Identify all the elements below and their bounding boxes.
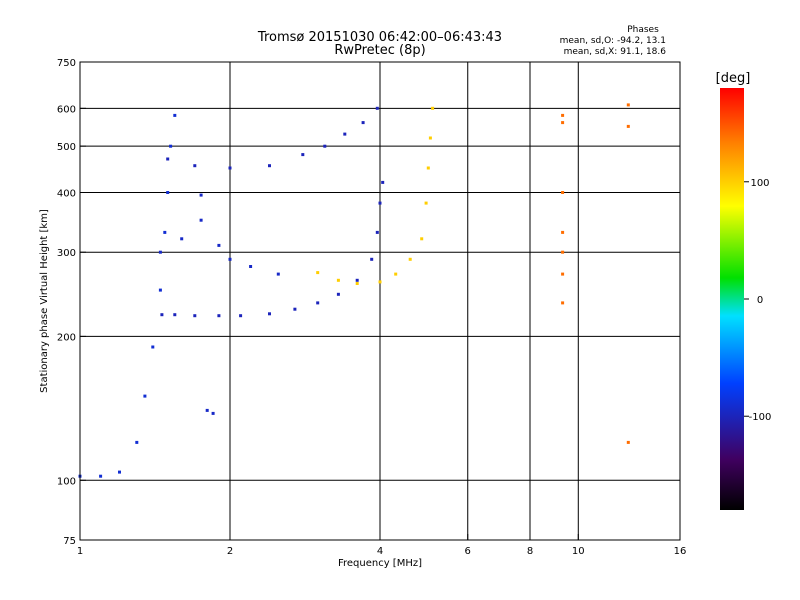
y-tick-label: 500 <box>57 142 76 153</box>
y-tick-label: 200 <box>57 332 76 343</box>
x-tick-label: 4 <box>377 546 383 557</box>
data-point <box>626 124 630 128</box>
data-point <box>301 153 305 157</box>
data-point <box>378 280 382 284</box>
data-point <box>239 314 243 318</box>
colorbar-label: [deg] <box>716 71 751 86</box>
data-point <box>169 144 173 148</box>
data-point <box>343 132 347 136</box>
data-point <box>370 257 374 261</box>
data-point <box>173 113 177 117</box>
y-tick-label: 75 <box>63 536 76 547</box>
y-tick-label: 600 <box>57 104 76 115</box>
y-axis-ticks: 75 100 200 300 400 500 600 750 <box>57 58 86 547</box>
data-point <box>99 474 103 478</box>
y-tick-label: 750 <box>57 58 76 69</box>
phases-line-o: mean, sd,O: -94.2, 13.1 <box>560 36 666 46</box>
data-point <box>293 307 297 311</box>
data-point <box>217 243 221 247</box>
data-point <box>166 157 170 161</box>
colorbar-ticks: 100 0 -100 <box>744 178 771 423</box>
data-point <box>276 272 280 276</box>
plot-area: 1 2 4 6 8 10 16 75 100 200 300 400 500 600 750 <box>57 58 686 557</box>
data-point <box>426 166 430 170</box>
x-axis-label: Frequency [MHz] <box>338 558 422 569</box>
data-point <box>163 230 167 234</box>
y-tick-label: 100 <box>57 476 76 487</box>
data-point <box>316 271 320 275</box>
data-point <box>420 237 424 241</box>
data-point <box>151 345 155 349</box>
y-axis-label: Stationary phase Virtual Height [km] <box>39 209 50 393</box>
data-point <box>408 257 412 261</box>
data-point <box>193 164 197 168</box>
colorbar-tick-label: -100 <box>749 412 772 423</box>
data-point <box>228 257 232 261</box>
data-point <box>268 312 271 316</box>
data-point <box>561 301 565 305</box>
colorbar: [deg] 100 0 -100 <box>716 71 771 510</box>
x-tick-label: 6 <box>465 546 471 557</box>
data-point <box>361 121 365 125</box>
data-point <box>268 164 271 168</box>
x-tick-label: 16 <box>674 546 687 557</box>
y-tick-label: 400 <box>57 188 76 199</box>
x-tick-label: 10 <box>572 546 585 557</box>
data-point <box>561 121 565 125</box>
data-point <box>424 201 428 205</box>
data-point <box>135 440 139 444</box>
x-axis-ticks: 1 2 4 6 8 10 16 <box>77 534 687 557</box>
grid-lines <box>80 62 680 540</box>
data-point <box>205 408 209 412</box>
data-point <box>199 218 203 222</box>
data-point <box>378 201 382 205</box>
data-point <box>375 106 379 110</box>
data-point <box>211 411 215 415</box>
data-point <box>193 314 197 318</box>
colorbar-tick-label: 100 <box>750 178 769 189</box>
data-points <box>78 103 630 478</box>
data-point <box>118 470 121 474</box>
data-point <box>626 440 630 444</box>
data-point <box>561 250 565 254</box>
data-point <box>355 278 359 282</box>
data-point <box>336 292 340 296</box>
data-point <box>316 301 320 305</box>
data-point <box>166 191 170 194</box>
data-point <box>323 144 327 148</box>
colorbar-gradient <box>720 88 744 510</box>
x-tick-label: 8 <box>527 546 533 557</box>
data-point <box>431 106 435 110</box>
data-point <box>228 166 232 170</box>
phases-title: Phases <box>627 25 659 35</box>
data-point <box>428 136 432 140</box>
data-point <box>381 180 385 184</box>
data-point <box>143 394 147 398</box>
data-point <box>375 230 379 234</box>
data-point <box>158 288 162 292</box>
x-tick-label: 1 <box>77 546 83 557</box>
data-point <box>355 282 359 285</box>
data-point <box>180 237 184 241</box>
data-point <box>626 103 630 107</box>
data-point <box>561 191 565 194</box>
data-point <box>336 278 340 282</box>
data-point <box>394 272 398 276</box>
phases-line-x: mean, sd,X: 91.1, 18.6 <box>564 47 667 57</box>
y-tick-label: 300 <box>57 248 76 259</box>
data-point <box>561 272 565 276</box>
chart-subtitle: RwPretec (8p) <box>334 43 425 58</box>
chart-title: Tromsø 20151030 06:42:00–06:43:43 <box>257 30 502 45</box>
data-point <box>217 314 221 318</box>
data-point <box>561 230 565 234</box>
data-point <box>199 193 203 197</box>
colorbar-tick-label: 0 <box>757 295 763 306</box>
data-point <box>561 113 565 117</box>
data-point <box>173 313 177 317</box>
data-point <box>160 313 164 317</box>
x-tick-label: 2 <box>227 546 233 557</box>
data-point <box>158 250 162 254</box>
data-point <box>249 265 253 268</box>
